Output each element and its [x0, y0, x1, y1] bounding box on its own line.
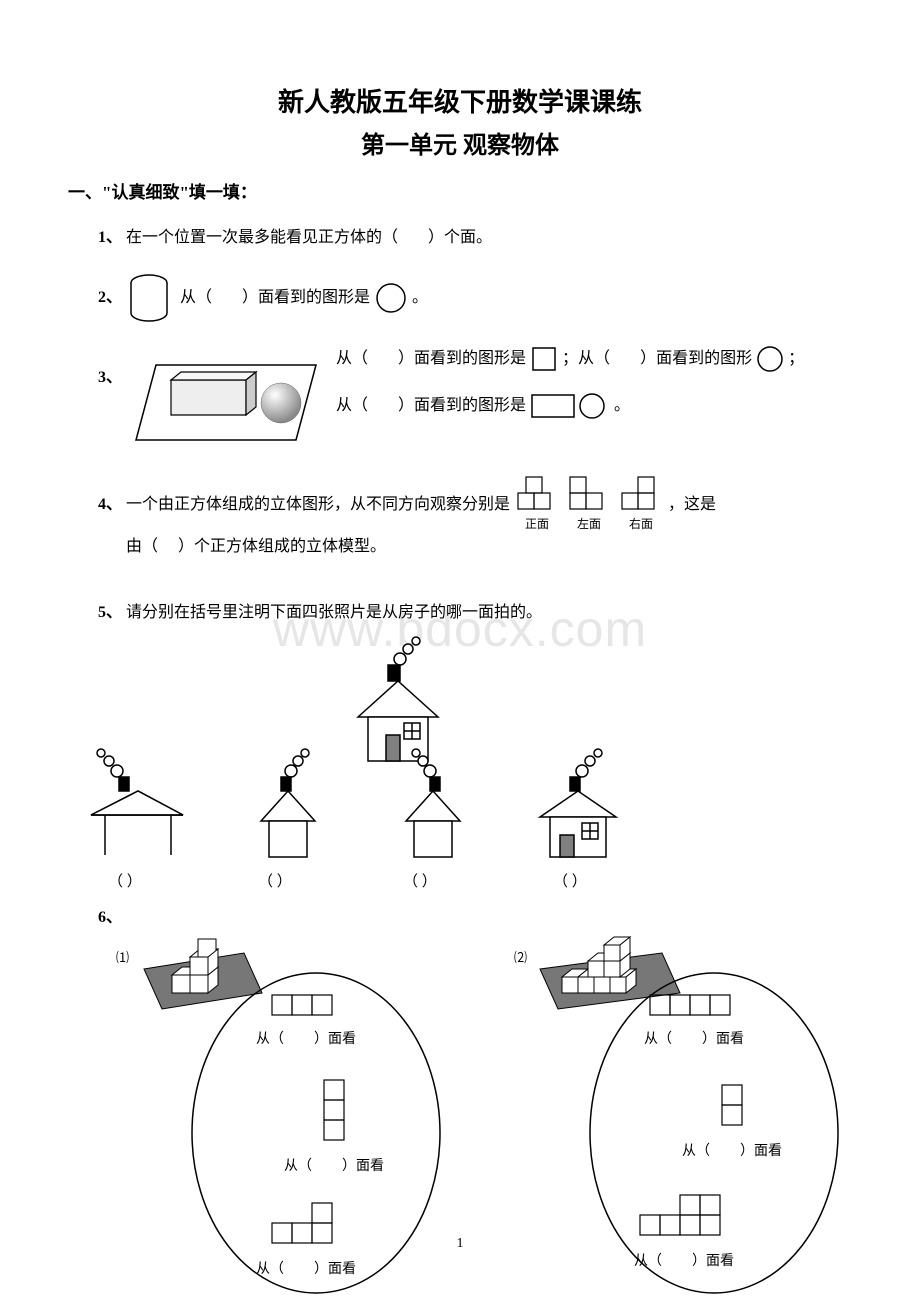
q6-2-shape3	[638, 1193, 730, 1239]
question-4-line2: 由（ ）个正方体组成的立体模型。	[126, 534, 852, 560]
q6-1-shape3	[270, 1201, 342, 1247]
house-back-icon	[83, 745, 193, 865]
q6-2-shape2	[720, 1083, 744, 1129]
q6c1a: 从（	[256, 1032, 284, 1047]
q3-l1c: ；从（	[562, 346, 610, 372]
question-3: 3、 从（ ）面看到的图形是 ；从（ ）面看到的图形 ； 从（ ）面看到的图形是…	[98, 345, 852, 445]
q5-number: 5、	[98, 600, 122, 626]
q3-l1d: ）面看到的图形	[640, 346, 752, 372]
scene-3d-icon	[126, 345, 326, 445]
section-heading: 一、"认真细致"填一填：	[68, 178, 852, 203]
q3-l2b: ）面看到的图形是	[398, 393, 526, 419]
q6-2-shape1	[648, 993, 740, 1017]
q3-l1b: ）面看到的图形是	[398, 346, 526, 372]
house-left-icon	[243, 745, 333, 865]
question-2: 2、 从（ ）面看到的图形是 。	[98, 273, 852, 323]
q3-l2c: 。	[614, 393, 630, 419]
q5-houses: （ ） （ ） （ ） （ ）	[68, 635, 852, 895]
q6c6a: 从（	[634, 1254, 662, 1269]
q6-number: 6、	[98, 909, 122, 926]
q4-view3-icon	[620, 475, 662, 511]
subtitle: 第一单元 观察物体	[68, 125, 852, 160]
q6-1-shape2	[322, 1078, 346, 1144]
q6c4a: 从（	[644, 1032, 672, 1047]
q4-text2: ，这是	[668, 492, 716, 518]
q2-text-after: 。	[412, 285, 428, 311]
q4-view2-icon	[568, 475, 610, 511]
q4-text3: 由（	[126, 534, 158, 560]
question-1: 1、 在一个位置一次最多能看见正方体的（ ）个面。	[98, 225, 852, 251]
q4-label-left: 左面	[577, 515, 601, 534]
circle-small-icon	[756, 345, 784, 373]
q6c6b: ）面看	[692, 1254, 734, 1269]
square-icon	[530, 345, 558, 373]
q4-number: 4、	[98, 492, 122, 518]
q5-blank-3: （ ）	[403, 870, 437, 891]
q3-number: 3、	[98, 365, 122, 391]
q6c3a: 从（	[256, 1262, 284, 1277]
question-5: 5、 请分别在括号里注明下面四张照片是从房子的哪一面拍的。	[98, 600, 852, 626]
q6c3b: ）面看	[314, 1262, 356, 1277]
rect-circle-icon	[530, 391, 610, 421]
q5-blank-4: （ ）	[553, 870, 587, 891]
circle-shape-icon	[374, 281, 408, 315]
q4-text4: ）个正方体组成的立体模型。	[178, 534, 386, 560]
q3-l1a: 从（	[336, 346, 368, 372]
q3-l1e: ；	[788, 346, 804, 372]
q4-label-front: 正面	[525, 515, 549, 534]
q5-text: 请分别在括号里注明下面四张照片是从房子的哪一面拍的。	[126, 600, 542, 626]
q3-l2a: 从（	[336, 393, 368, 419]
q2-number: 2、	[98, 285, 122, 311]
q6c2a: 从（	[284, 1159, 312, 1174]
q6c5b: ）面看	[740, 1144, 782, 1159]
house-front2-icon	[528, 745, 638, 865]
q1-text-after: ）个面。	[428, 225, 492, 251]
q1-text-before: 在一个位置一次最多能看见正方体的（	[126, 225, 398, 251]
q6-sub2: ⑵	[514, 947, 527, 966]
q2-text-before: 从（	[180, 285, 212, 311]
q6c2b: ）面看	[342, 1159, 384, 1174]
q1-number: 1、	[98, 225, 122, 251]
q4-text1: 一个由正方体组成的立体图形，从不同方向观察分别是	[126, 492, 510, 518]
q6-1-shape1	[270, 993, 342, 1017]
cylinder-icon	[126, 273, 172, 323]
question-4: 4、 一个由正方体组成的立体图形，从不同方向观察分别是 正面 左面 右面 ，这是	[98, 475, 852, 534]
q5-blank-2: （ ）	[258, 870, 292, 891]
q4-view1-icon	[516, 475, 558, 511]
main-title: 新人教版五年级下册数学课课练	[68, 85, 852, 121]
q6c5a: 从（	[682, 1144, 710, 1159]
q6c4b: ）面看	[702, 1032, 744, 1047]
house-right-icon	[388, 745, 478, 865]
q2-text-mid: ）面看到的图形是	[242, 285, 370, 311]
q5-blank-1: （ ）	[108, 870, 142, 891]
q6-sub1: ⑴	[116, 947, 129, 966]
q6c1b: ）面看	[314, 1032, 356, 1047]
q4-label-right: 右面	[629, 515, 653, 534]
